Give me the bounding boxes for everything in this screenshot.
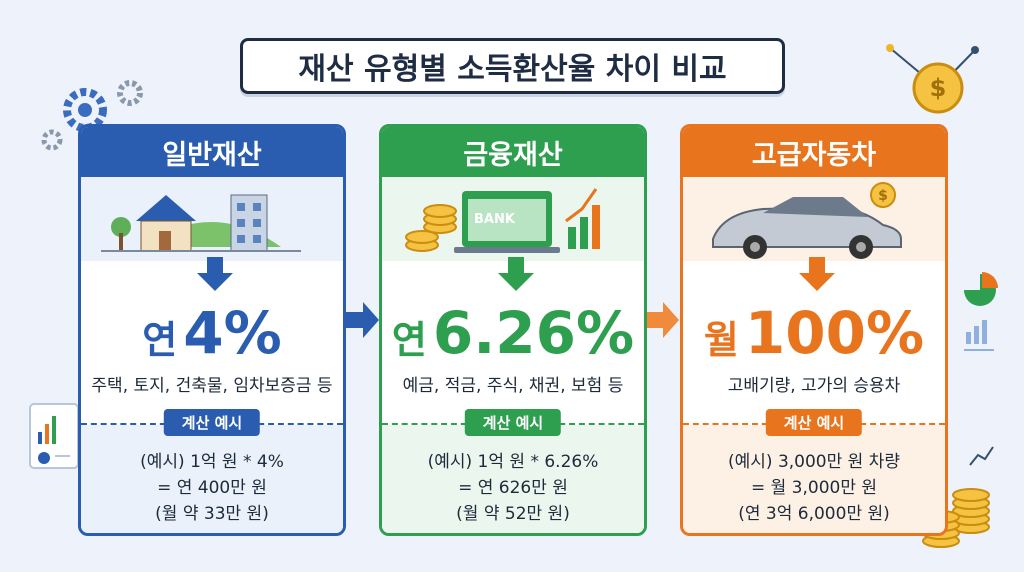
gears-icon <box>41 80 143 151</box>
page-title: 재산 유형별 소득환산율 차이 비교 <box>240 38 785 94</box>
example-label: 계산 예시 <box>163 409 261 436</box>
illustration: $ <box>712 182 902 259</box>
rate-prefix: 월 <box>703 318 739 362</box>
example-area: (예시) 3,000만 원 차량 = 월 3,000만 원 (연 3억 6,000만… <box>683 425 945 533</box>
svg-text:$: $ <box>930 74 947 102</box>
illustration: BANK <box>405 188 600 253</box>
example-line: = 연 626만 원 <box>458 478 568 498</box>
bank-label: BANK <box>474 212 516 227</box>
description: 고배기량, 고가의 승용차 <box>727 376 901 396</box>
card-header: 고급자동차 <box>683 127 945 177</box>
card: 고급자동차 $ 월 100% 고배기량, 고가의 승용차 (예시) 3,000만 원 차… <box>680 124 948 536</box>
example-line: (월 약 52만 원) <box>456 504 570 524</box>
card-illustration: $ <box>683 177 945 261</box>
description: 예금, 적금, 주식, 채권, 보험 등 <box>402 376 624 396</box>
report-icon <box>29 403 79 469</box>
example-line: (예시) 1억 원 * 6.26% <box>427 452 599 472</box>
rate: 월 100% <box>683 299 945 367</box>
rate: 연 6.26% <box>382 299 644 367</box>
arrow-right <box>645 302 679 338</box>
arrow-down <box>197 257 233 291</box>
example-line: (월 약 33만 원) <box>155 504 269 524</box>
example-line: (연 3억 6,000만 원) <box>738 504 890 524</box>
example-area: (예시) 1억 원 * 6.26% = 연 626만 원 (월 약 52만 원) <box>382 425 644 533</box>
rate-value: 4% <box>183 299 282 367</box>
rate-prefix: 연 <box>142 318 178 362</box>
description: 주택, 토지, 건축물, 임차보증금 등 <box>91 376 333 396</box>
example-line: (예시) 3,000만 원 차량 <box>728 452 900 472</box>
rate-prefix: 연 <box>391 318 427 362</box>
arrow-right <box>345 302 379 338</box>
example-label: 계산 예시 <box>765 409 863 436</box>
card: 일반재산 연 4% 주택, 토지, 건축물, 임차보증금 등 (예시) 1억 원 * … <box>78 124 346 536</box>
rate: 연 4% <box>81 299 343 367</box>
svg-text:$: $ <box>878 188 888 204</box>
example-area: (예시) 1억 원 * 4% = 연 400만 원 (월 약 33만 원) <box>81 425 343 533</box>
rate-value: 100% <box>744 299 925 367</box>
rate-value: 6.26% <box>432 299 635 367</box>
example-line: = 월 3,000만 원 <box>750 478 878 498</box>
card-header: 금융재산 <box>382 127 644 177</box>
side-chart-icon <box>964 272 998 351</box>
card-illustration <box>81 177 343 261</box>
card-illustration: BANK <box>382 177 644 261</box>
illustration <box>101 194 301 252</box>
example-line: (예시) 1억 원 * 4% <box>140 452 284 472</box>
card: 금융재산 BANK 연 6.26% 예금, 적금, 주식, 채권, 보험 등 (예시)… <box>379 124 647 536</box>
coin-icon: $ <box>886 44 979 114</box>
example-line: = 연 400만 원 <box>157 478 267 498</box>
arrow-down <box>799 257 835 291</box>
arrow-down <box>498 257 534 291</box>
card-header: 일반재산 <box>81 127 343 177</box>
example-label: 계산 예시 <box>464 409 562 436</box>
